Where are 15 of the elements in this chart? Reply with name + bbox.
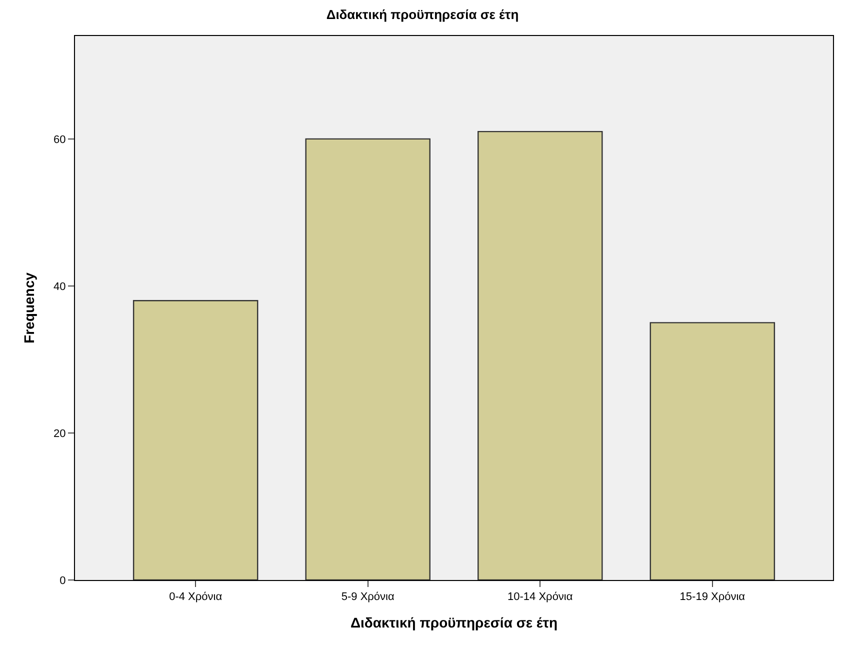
x-tick-label: 5-9 Χρόνια (341, 591, 395, 604)
y-tick-label: 20 (54, 428, 66, 440)
y-tick-label: 60 (54, 134, 66, 146)
bar (650, 322, 776, 580)
bar (132, 300, 258, 580)
x-tick-label: 15-19 Χρόνια (680, 591, 746, 604)
chart-title: Διδακτική προϋπηρεσία σε έτη (326, 6, 519, 22)
x-tick-label: 0-4 Χρόνια (169, 591, 223, 604)
x-tick-label: 10-14 Χρόνια (508, 591, 574, 604)
bar (478, 130, 603, 580)
x-axis-title: Διδακτική προϋπηρεσία σε έτη (350, 614, 558, 630)
bar (305, 138, 430, 580)
y-tick-label: 0 (60, 574, 66, 587)
y-tick-label: 40 (54, 280, 66, 293)
y-axis-title: Frequency (21, 272, 38, 344)
